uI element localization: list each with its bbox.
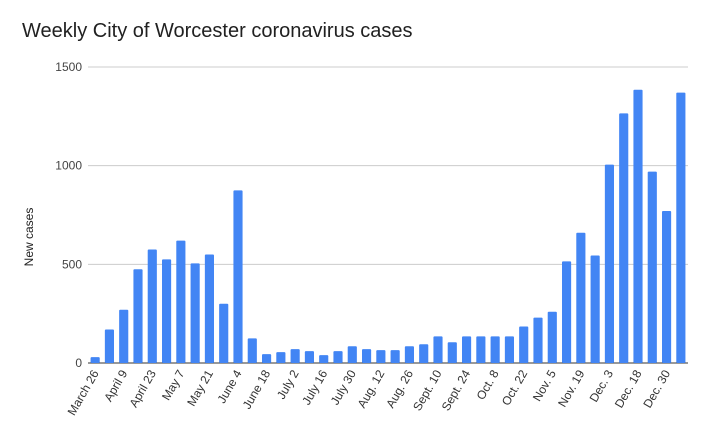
bar: [476, 336, 486, 363]
y-tick-label: 1000: [55, 159, 82, 173]
bar: [604, 164, 614, 363]
bar: [162, 259, 172, 363]
bar: [447, 342, 457, 363]
bar: [119, 309, 129, 363]
bar: [662, 211, 672, 363]
x-tick-label: Nov. 5: [530, 367, 559, 404]
x-tick-label: March 26: [65, 367, 102, 418]
bar: [347, 346, 357, 363]
bar: [376, 350, 386, 363]
bar: [276, 352, 286, 363]
bar: [262, 354, 272, 363]
bar: [104, 329, 114, 363]
bar: [176, 240, 186, 363]
bar: [519, 326, 529, 363]
bar: [633, 89, 643, 364]
x-tick-label: April 23: [126, 367, 159, 410]
bar: [147, 249, 157, 363]
bar: [433, 336, 443, 363]
bar: [190, 263, 200, 363]
x-tick-label: May 7: [159, 367, 188, 403]
bar: [462, 336, 472, 363]
y-tick-label: 1500: [55, 60, 82, 74]
bar: [333, 351, 343, 363]
bar: [233, 190, 243, 363]
bar: [419, 344, 429, 363]
bar: [533, 317, 543, 363]
bar: [647, 171, 657, 363]
y-axis-label: New cases: [22, 208, 36, 267]
bar: [404, 346, 414, 363]
bar: [362, 349, 372, 363]
x-tick-label: Oct. 22: [499, 367, 531, 408]
bar: [547, 311, 557, 363]
bar: [219, 303, 229, 363]
bar: [390, 350, 400, 363]
bar: [576, 232, 586, 363]
bar: [133, 269, 143, 363]
x-tick-label: Nov. 19: [555, 367, 588, 409]
bar: [304, 351, 314, 363]
y-tick-label: 500: [62, 257, 82, 271]
bar: [247, 338, 257, 363]
bar: [590, 255, 600, 363]
x-tick-label: July 30: [328, 367, 359, 407]
x-tick-label: May 21: [184, 367, 216, 408]
x-tick-label: June 18: [240, 367, 274, 411]
bar: [562, 261, 572, 363]
chart-title: Weekly City of Worcester coronavirus cas…: [22, 20, 413, 42]
bar: [619, 113, 629, 363]
x-tick-label: June 4: [214, 367, 244, 405]
x-tick-label: July 16: [299, 367, 330, 407]
bar: [204, 254, 214, 363]
y-tick-label: 0: [75, 356, 82, 370]
x-tick-label: July 2: [274, 367, 302, 401]
bar: [90, 357, 100, 363]
bar: [319, 355, 329, 363]
x-tick-label: Dec. 3: [587, 367, 617, 404]
bar: [676, 92, 686, 364]
bar: [290, 349, 300, 363]
bar: [504, 336, 514, 363]
bar: [490, 336, 500, 363]
x-tick-label: Oct. 8: [474, 367, 502, 402]
x-tick-label: April 9: [101, 367, 130, 404]
x-tick-label: Dec. 30: [640, 367, 673, 410]
